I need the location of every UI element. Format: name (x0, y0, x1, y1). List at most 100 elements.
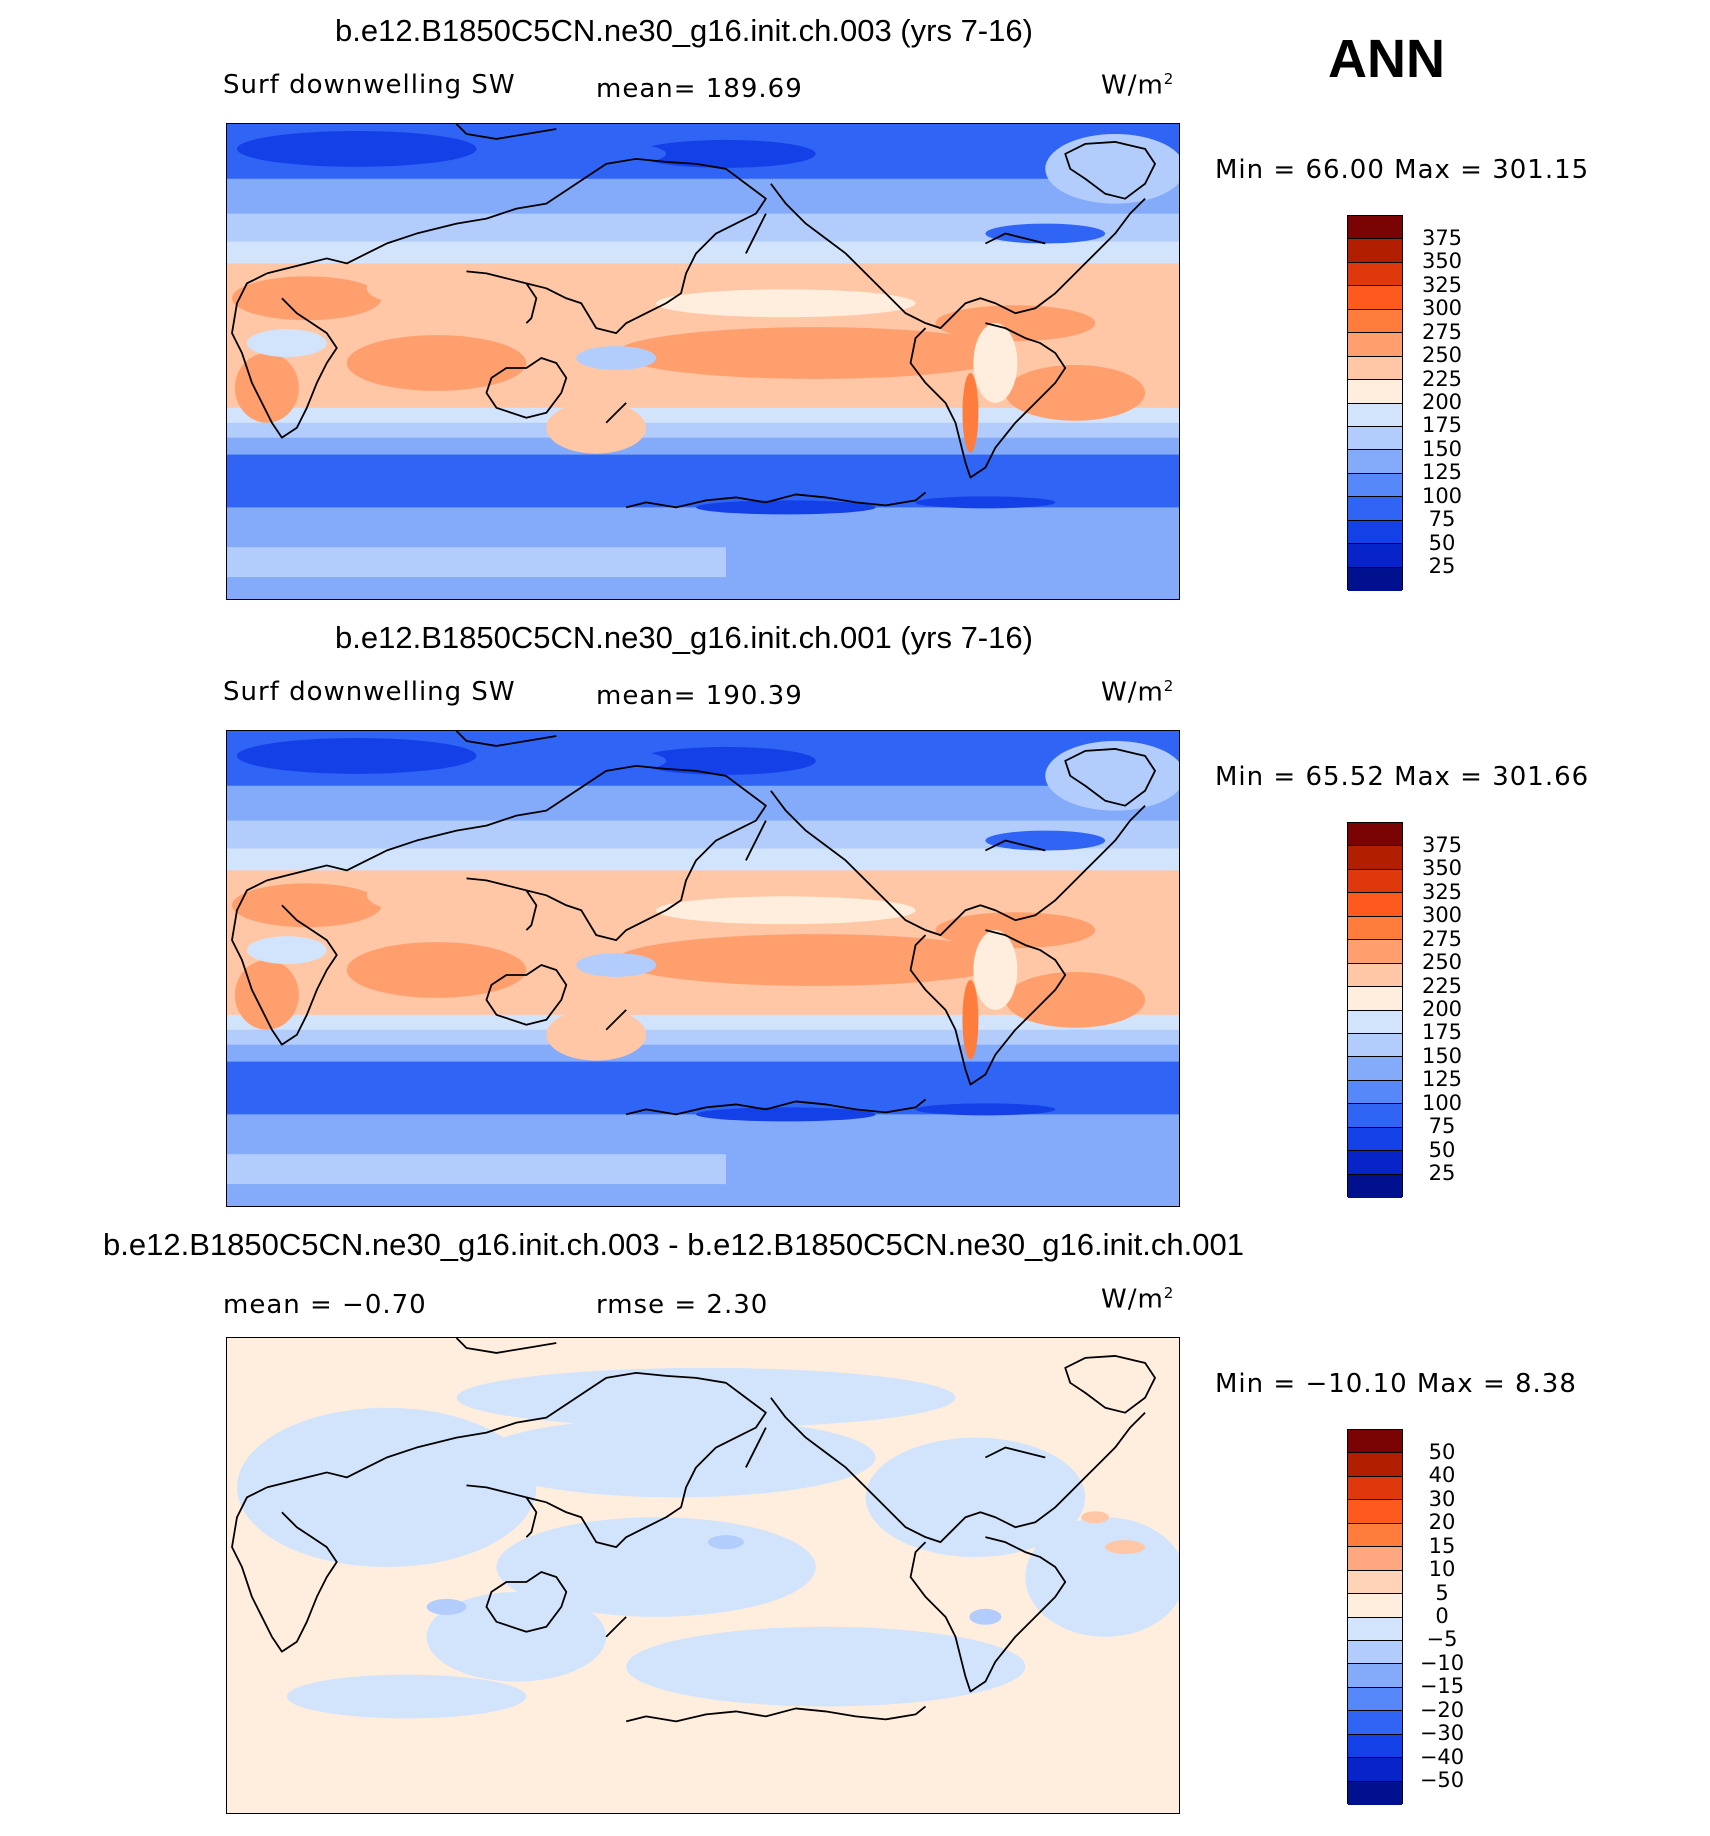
units-label: W/m2 (1101, 70, 1175, 101)
colorbar-swatch (1348, 450, 1402, 474)
colorbar-tick-label: 250 (1421, 343, 1463, 368)
colorbar-tick-label: 175 (1421, 1020, 1463, 1045)
colorbar-swatch (1348, 963, 1402, 988)
colorbar-swatch (1348, 823, 1402, 847)
colorbar-swatch (1348, 473, 1402, 498)
season-label: ANN (1328, 29, 1445, 89)
colorbar-swatch (1348, 1594, 1402, 1618)
map-plot (226, 730, 1180, 1207)
colorbar-swatch (1348, 1500, 1402, 1524)
colorbar-swatch (1348, 216, 1402, 240)
colorbar-swatch (1348, 987, 1402, 1011)
map-canvas (227, 731, 1179, 1206)
colorbar-swatch (1348, 1057, 1402, 1081)
colorbar-tick-label: 225 (1421, 973, 1463, 998)
colorbar-tick-label: 50 (1428, 1439, 1456, 1464)
colorbar-tick-label: 50 (1428, 1137, 1456, 1162)
colorbar-tick-label: 15 (1428, 1533, 1456, 1558)
colorbar-tick-label: 150 (1421, 436, 1463, 461)
colorbar-tick-label: 125 (1421, 1067, 1463, 1092)
colorbar-tick-label: 250 (1421, 950, 1463, 975)
colorbar-swatch (1348, 1758, 1402, 1782)
colorbar-swatch (1348, 1010, 1402, 1034)
colorbar-tick-label: 225 (1421, 366, 1463, 391)
colorbar-tick-label: −20 (1419, 1697, 1465, 1722)
panel-title: b.e12.B1850C5CN.ne30_g16.init.ch.001 (yr… (335, 620, 1033, 655)
colorbar-swatch (1348, 1174, 1402, 1198)
colorbar-tick-label: −15 (1419, 1674, 1465, 1699)
colorbar-tick-label: −5 (1426, 1627, 1458, 1652)
colorbar-tick-label: 350 (1421, 249, 1463, 274)
colorbar-tick-label: 300 (1421, 903, 1463, 928)
colorbar-tick-label: 275 (1421, 926, 1463, 951)
colorbar-swatch (1348, 426, 1402, 451)
variable-label: Surf downwelling SW (223, 677, 516, 707)
colorbar-swatch (1348, 1080, 1402, 1105)
variable-label: Surf downwelling SW (223, 70, 516, 100)
colorbar-swatch (1348, 1781, 1402, 1805)
mean-label: mean = −0.70 (223, 1290, 427, 1320)
colorbar-swatch (1348, 1104, 1402, 1128)
colorbar-swatch (1348, 262, 1402, 287)
colorbar-swatch (1348, 1711, 1402, 1735)
map-plot (226, 1337, 1180, 1814)
colorbar-tick-label: 0 (1435, 1604, 1449, 1628)
colorbar-swatch (1348, 497, 1402, 521)
colorbar-tick-label: 25 (1428, 1161, 1456, 1186)
colorbar-tick-label: 100 (1421, 1090, 1463, 1115)
map-canvas (227, 1338, 1179, 1813)
colorbar-tick-label: 375 (1421, 225, 1463, 250)
colorbar-swatch (1348, 1664, 1402, 1688)
colorbar-tick-label: 75 (1428, 1114, 1456, 1139)
colorbar-tick-label: 150 (1421, 1043, 1463, 1068)
colorbar-tick-label: 375 (1421, 832, 1463, 857)
colorbar-swatch (1348, 544, 1402, 568)
colorbar-tick-label: 325 (1421, 879, 1463, 904)
colorbar-tick-label: 275 (1421, 319, 1463, 344)
colorbar-swatch (1348, 567, 1402, 591)
colorbar-swatch (1348, 309, 1402, 334)
colorbar-swatch (1348, 846, 1402, 870)
map-plot (226, 123, 1180, 600)
colorbar-swatch (1348, 520, 1402, 545)
colorbar-tick-label: 25 (1428, 554, 1456, 579)
mean-label: mean= 189.69 (596, 74, 803, 104)
colorbar-tick-label: −30 (1419, 1721, 1465, 1746)
colorbar (1347, 822, 1403, 1198)
colorbar-tick-label: 125 (1421, 460, 1463, 485)
mean-label: mean= 190.39 (596, 681, 803, 711)
colorbar-swatch (1348, 380, 1402, 404)
colorbar-tick-label: 175 (1421, 413, 1463, 438)
colorbar-swatch (1348, 1547, 1402, 1571)
colorbar-swatch (1348, 1734, 1402, 1759)
colorbar-tick-label: −10 (1419, 1650, 1465, 1675)
colorbar-swatch (1348, 356, 1402, 381)
units-label: W/m2 (1101, 1284, 1175, 1315)
colorbar-swatch (1348, 239, 1402, 263)
colorbar-swatch (1348, 940, 1402, 964)
colorbar-swatch (1348, 1033, 1402, 1058)
min-max-label: Min = −10.10 Max = 8.38 (1215, 1369, 1577, 1399)
colorbar-swatch (1348, 333, 1402, 357)
colorbar-tick-label: 325 (1421, 272, 1463, 297)
colorbar-swatch (1348, 1523, 1402, 1548)
colorbar-swatch (1348, 1127, 1402, 1152)
colorbar-swatch (1348, 286, 1402, 310)
colorbar-swatch (1348, 1687, 1402, 1712)
colorbar (1347, 1429, 1403, 1805)
colorbar-swatch (1348, 893, 1402, 917)
colorbar-tick-label: −40 (1419, 1744, 1465, 1769)
colorbar-tick-label: 100 (1421, 483, 1463, 508)
map-canvas (227, 124, 1179, 599)
colorbar-tick-label: 5 (1435, 1580, 1449, 1605)
colorbar-swatch (1348, 403, 1402, 427)
colorbar-tick-label: 40 (1428, 1463, 1456, 1488)
colorbar-swatch (1348, 1151, 1402, 1175)
rmse-label: rmse = 2.30 (596, 1290, 769, 1320)
colorbar-tick-label: 50 (1428, 530, 1456, 555)
colorbar-swatch (1348, 1640, 1402, 1665)
min-max-label: Min = 65.52 Max = 301.66 (1215, 762, 1590, 792)
colorbar-tick-label: 200 (1421, 997, 1463, 1021)
colorbar-tick-label: 30 (1428, 1486, 1456, 1511)
colorbar-swatch (1348, 1476, 1402, 1501)
